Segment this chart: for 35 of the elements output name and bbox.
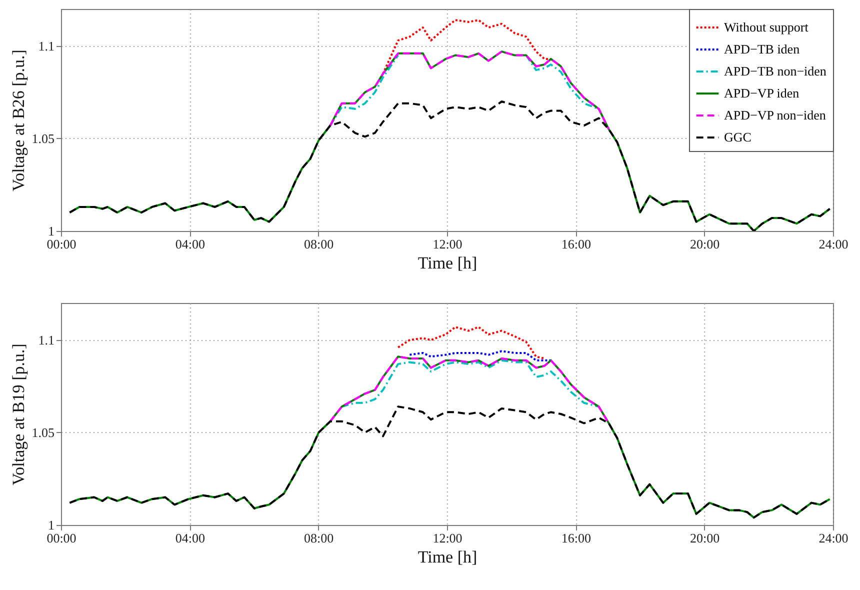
x-tick-label: 12:00 [432, 236, 462, 252]
legend-label: Without support [724, 20, 809, 34]
x-tick-label: 20:00 [690, 236, 720, 252]
x-tick-label: 04:00 [175, 530, 205, 546]
line-series [329, 356, 610, 424]
x-tick-label: 20:00 [690, 530, 720, 546]
x-tick-label: 00:00 [46, 530, 76, 546]
legend-label: APD−TB non−iden [724, 64, 827, 78]
x-tick-label: 12:00 [432, 530, 462, 546]
y-tick-label: 1.1 [38, 38, 54, 54]
y-tick-label: 1.05 [32, 425, 54, 440]
x-axis-title: Time [h] [418, 254, 478, 272]
y-tick-label: 1 [48, 224, 54, 238]
legend-label: APD−VP iden [724, 86, 800, 100]
legend-label: APD−VP non−iden [724, 108, 826, 122]
x-tick-label: 08:00 [304, 236, 334, 252]
x-tick-label: 08:00 [304, 530, 334, 546]
y-axis-title: Voltage at B19 [p.u.] [8, 344, 28, 486]
x-tick-label: 04:00 [175, 236, 205, 252]
y-tick-label: 1.05 [32, 131, 54, 146]
x-tick-label: 24:00 [818, 530, 848, 546]
line-series [340, 359, 600, 408]
legend-label: GGC [724, 130, 752, 144]
y-tick-label: 1.1 [38, 332, 54, 348]
x-axis-title: Time [h] [418, 548, 478, 566]
line-series [397, 326, 546, 360]
x-tick-label: 00:00 [46, 236, 76, 252]
x-tick-label: 24:00 [818, 236, 848, 252]
y-tick-label: 1 [48, 518, 54, 532]
legend-label: APD−TB iden [724, 42, 800, 56]
x-tick-label: 16:00 [561, 530, 591, 546]
line-series [408, 350, 552, 362]
y-axis-title: Voltage at B26 [p.u.] [8, 50, 28, 192]
x-tick-label: 16:00 [561, 236, 591, 252]
line-series [68, 100, 831, 231]
